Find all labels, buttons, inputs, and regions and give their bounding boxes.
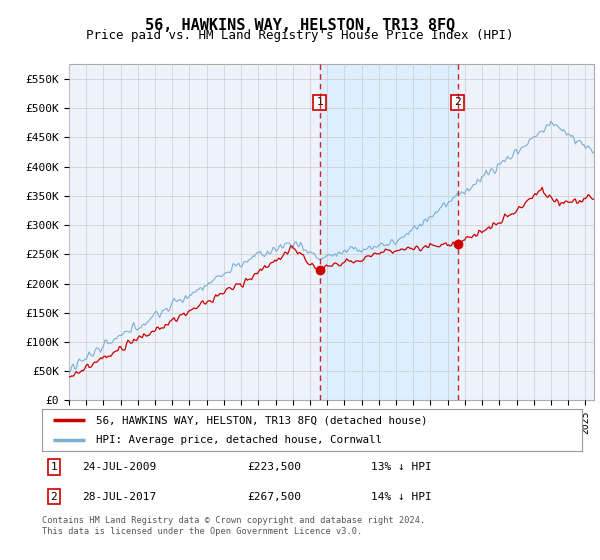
- Text: 13% ↓ HPI: 13% ↓ HPI: [371, 462, 432, 472]
- Text: Contains HM Land Registry data © Crown copyright and database right 2024.
This d: Contains HM Land Registry data © Crown c…: [42, 516, 425, 536]
- Text: 2: 2: [454, 97, 461, 108]
- Text: 56, HAWKINS WAY, HELSTON, TR13 8FQ: 56, HAWKINS WAY, HELSTON, TR13 8FQ: [145, 18, 455, 33]
- Text: Price paid vs. HM Land Registry's House Price Index (HPI): Price paid vs. HM Land Registry's House …: [86, 29, 514, 42]
- Text: £267,500: £267,500: [247, 492, 301, 502]
- Text: 2: 2: [50, 492, 57, 502]
- Text: HPI: Average price, detached house, Cornwall: HPI: Average price, detached house, Corn…: [96, 435, 382, 445]
- Text: 28-JUL-2017: 28-JUL-2017: [83, 492, 157, 502]
- Text: 56, HAWKINS WAY, HELSTON, TR13 8FQ (detached house): 56, HAWKINS WAY, HELSTON, TR13 8FQ (deta…: [96, 415, 427, 425]
- Text: 14% ↓ HPI: 14% ↓ HPI: [371, 492, 432, 502]
- Text: 24-JUL-2009: 24-JUL-2009: [83, 462, 157, 472]
- Text: 1: 1: [316, 97, 323, 108]
- Text: £223,500: £223,500: [247, 462, 301, 472]
- Bar: [320, 64, 457, 400]
- Text: 1: 1: [50, 462, 57, 472]
